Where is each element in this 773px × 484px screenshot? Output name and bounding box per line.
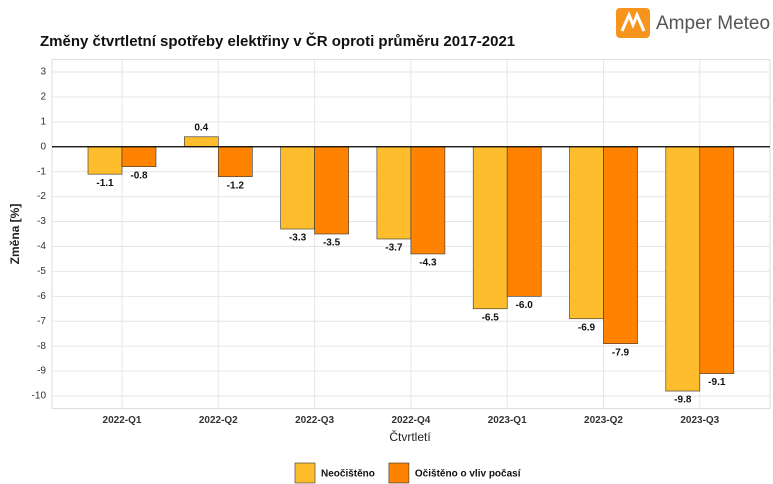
data-label: -3.5 bbox=[323, 238, 341, 249]
data-label: -6.0 bbox=[516, 300, 534, 311]
y-tick-label: -6 bbox=[37, 291, 46, 302]
bar bbox=[699, 146, 735, 374]
data-label: -4.3 bbox=[419, 258, 437, 269]
data-label: 0.4 bbox=[194, 122, 208, 133]
legend-label: Neočištěno bbox=[321, 469, 375, 480]
bar bbox=[314, 146, 349, 235]
y-tick-label: -1 bbox=[37, 166, 46, 177]
bar bbox=[87, 146, 123, 175]
bar bbox=[472, 146, 508, 310]
data-label: -3.3 bbox=[289, 233, 307, 244]
legend-label: Očištěno o vliv počasí bbox=[415, 469, 522, 480]
data-label: -9.8 bbox=[674, 395, 692, 406]
bar bbox=[506, 146, 542, 297]
data-label: -7.9 bbox=[612, 347, 630, 358]
y-tick-label: -8 bbox=[37, 341, 46, 352]
logo: Amper Meteo bbox=[616, 8, 770, 38]
y-tick-label: -2 bbox=[37, 191, 46, 202]
y-tick-label: -9 bbox=[37, 366, 46, 377]
bar bbox=[280, 146, 315, 230]
bar bbox=[376, 146, 412, 240]
data-label: -6.9 bbox=[578, 322, 596, 333]
x-tick-label: 2023-Q2 bbox=[584, 415, 623, 426]
bar bbox=[569, 146, 604, 320]
chart-title: Změny čtvrtletní spotřeby elektřiny v ČR… bbox=[40, 32, 515, 50]
y-tick-label: -4 bbox=[37, 241, 46, 252]
data-label: -9.1 bbox=[708, 377, 726, 388]
bar bbox=[410, 146, 446, 255]
legend-swatch bbox=[388, 462, 410, 484]
x-tick-label: 2022-Q4 bbox=[391, 415, 430, 426]
y-tick-label: 2 bbox=[40, 92, 46, 103]
legend-swatch bbox=[294, 462, 316, 484]
bar bbox=[218, 146, 253, 177]
y-tick-label: -3 bbox=[37, 216, 46, 227]
y-tick-label: -10 bbox=[32, 391, 47, 402]
y-tick-label: 3 bbox=[40, 67, 46, 78]
brand: Amper Meteo bbox=[656, 13, 770, 34]
data-label: -0.8 bbox=[130, 170, 148, 181]
y-axis-label: Změna [%] bbox=[8, 204, 22, 265]
data-label: -3.7 bbox=[385, 243, 403, 254]
bar bbox=[603, 146, 638, 344]
y-tick-label: -5 bbox=[37, 266, 46, 277]
y-tick-label: 1 bbox=[40, 116, 46, 127]
x-tick-label: 2023-Q1 bbox=[488, 415, 527, 426]
data-label: -1.2 bbox=[227, 180, 245, 191]
x-tick-label: 2022-Q1 bbox=[103, 415, 142, 426]
x-tick-label: 2022-Q3 bbox=[295, 415, 334, 426]
y-tick-label: -7 bbox=[37, 316, 46, 327]
x-tick-label: 2022-Q2 bbox=[199, 415, 238, 426]
logo-mark bbox=[620, 11, 646, 32]
bar bbox=[665, 146, 701, 392]
bar bbox=[121, 146, 157, 167]
bar bbox=[184, 136, 219, 148]
y-tick-label: 0 bbox=[40, 141, 46, 152]
data-label: -6.5 bbox=[482, 312, 500, 323]
x-tick-label: 2023-Q3 bbox=[680, 415, 719, 426]
data-label: -1.1 bbox=[96, 178, 114, 189]
x-axis-label: Čtvrtletí bbox=[389, 429, 431, 444]
